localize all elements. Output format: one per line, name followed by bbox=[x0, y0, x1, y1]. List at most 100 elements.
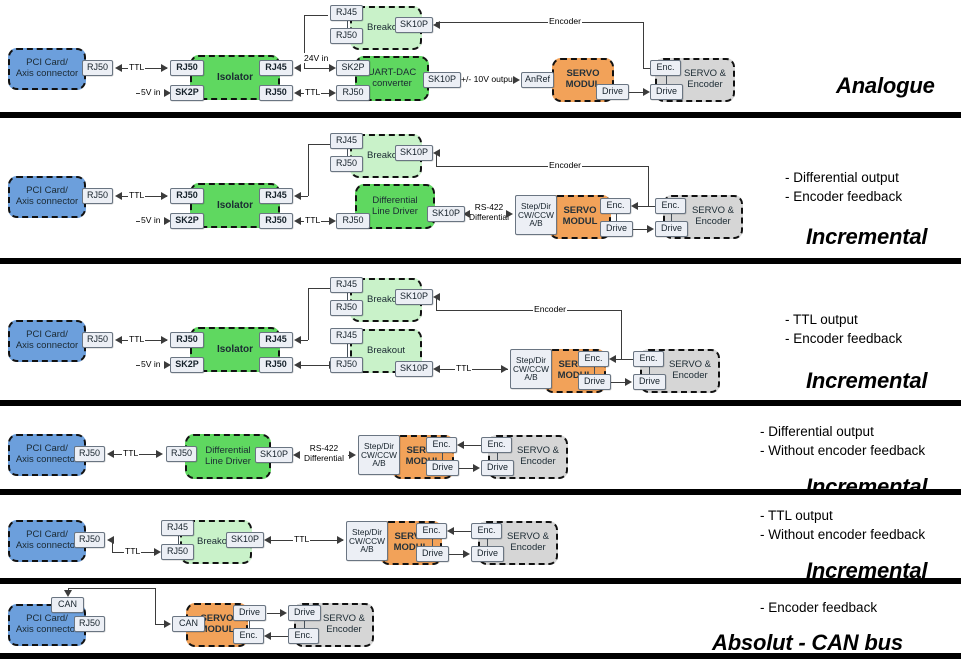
port-sk10p-ld-4[interactable]: SK10P bbox=[255, 447, 293, 463]
row-separator-5 bbox=[0, 578, 961, 584]
port-drive-motor-5[interactable]: Drive bbox=[471, 546, 504, 562]
port-drive-servo-5[interactable]: Drive bbox=[416, 546, 449, 562]
port-sk10p-breakout-5[interactable]: SK10P bbox=[226, 532, 264, 548]
pci-card-box-5[interactable]: PCI Card/ Axis connector bbox=[8, 520, 86, 562]
wire-encoder-vertical-3 bbox=[621, 310, 622, 359]
port-drive-motor-4[interactable]: Drive bbox=[481, 460, 514, 476]
port-enc-motor-3[interactable]: Enc. bbox=[633, 351, 664, 367]
port-drive-motor-1[interactable]: Drive bbox=[650, 84, 683, 100]
port-sk10p-breakout-3a[interactable]: SK10P bbox=[395, 289, 433, 305]
port-rj50-iso-out-3[interactable]: RJ50 bbox=[259, 357, 293, 373]
port-enc-servo-2[interactable]: Enc. bbox=[600, 198, 631, 214]
port-enc-servo-6[interactable]: Enc. bbox=[233, 628, 264, 644]
wire-label-ttl-3-1: TTL bbox=[128, 334, 146, 344]
pci-card-box-3[interactable]: PCI Card/ Axis connector bbox=[8, 320, 86, 362]
port-drive-servo-2[interactable]: Drive bbox=[600, 221, 633, 237]
servo-modul-line1-4: SERVO bbox=[406, 445, 440, 457]
port-sk10p-breakout-2[interactable]: SK10P bbox=[395, 145, 433, 161]
port-drive-servo-3[interactable]: Drive bbox=[578, 374, 611, 390]
stub-breakout-ports-3a bbox=[347, 292, 348, 301]
port-sk2p-iso-pwr-3[interactable]: SK2P bbox=[170, 357, 204, 373]
pci-card-box-2[interactable]: PCI Card/ Axis connector bbox=[8, 176, 86, 218]
port-enc-servo-5[interactable]: Enc. bbox=[416, 523, 447, 539]
servo-encoder-line2-6: Encoder bbox=[326, 624, 362, 635]
port-rj50-ld-4[interactable]: RJ50 bbox=[166, 446, 197, 462]
pci-card-line1-2: PCI Card/ bbox=[26, 185, 68, 197]
port-drive-servo-1[interactable]: Drive bbox=[596, 84, 629, 100]
port-rj50-iso-in-2[interactable]: RJ50 bbox=[170, 188, 204, 204]
arrowhead-right-isolator-2 bbox=[161, 192, 168, 200]
port-rj50-ld-2[interactable]: RJ50 bbox=[336, 213, 370, 229]
arrowhead-left-pci bbox=[115, 64, 122, 72]
port-rj50-pci-6[interactable]: RJ50 bbox=[74, 616, 105, 632]
port-anref[interactable]: AnRef bbox=[521, 72, 554, 88]
port-sk2p-uart[interactable]: SK2P bbox=[336, 60, 370, 76]
port-rj50-iso-out[interactable]: RJ50 bbox=[259, 85, 293, 101]
port-rj50-breakout-3a[interactable]: RJ50 bbox=[330, 300, 363, 316]
port-enc-motor-2[interactable]: Enc. bbox=[655, 198, 686, 214]
port-rj50-pci-5[interactable]: RJ50 bbox=[74, 532, 105, 548]
port-sk10p-uart-out[interactable]: SK10P bbox=[423, 72, 461, 88]
port-stepdir-2[interactable]: Step/Dir CW/CCW A/B bbox=[515, 195, 557, 235]
port-rj45-breakout-3a[interactable]: RJ45 bbox=[330, 277, 363, 293]
port-sk2p-iso-pwr-2[interactable]: SK2P bbox=[170, 213, 204, 229]
port-rj50-uart[interactable]: RJ50 bbox=[336, 85, 370, 101]
port-rj45-breakout-2[interactable]: RJ45 bbox=[330, 133, 363, 149]
arrowhead-drive-4 bbox=[473, 464, 480, 472]
port-rj45-iso-out-3[interactable]: RJ45 bbox=[259, 332, 293, 348]
arrowhead-rj45-iso-2 bbox=[294, 192, 301, 200]
port-rj50-breakout-5[interactable]: RJ50 bbox=[161, 544, 194, 560]
port-rj45-breakout-5[interactable]: RJ45 bbox=[161, 520, 194, 536]
arrowhead-sk10p-breakout-3 bbox=[433, 293, 440, 301]
wire-breakout-top-3 bbox=[308, 288, 330, 289]
port-enc-servo-3[interactable]: Enc. bbox=[578, 351, 609, 367]
wire-label-encoder-1: Encoder bbox=[548, 16, 583, 26]
port-can-pci[interactable]: CAN bbox=[51, 597, 84, 613]
port-rj50-iso-in[interactable]: RJ50 bbox=[170, 60, 204, 76]
port-drive-motor-2[interactable]: Drive bbox=[655, 221, 688, 237]
port-rj50-iso-out-2[interactable]: RJ50 bbox=[259, 213, 293, 229]
arrowhead-rj45-iso bbox=[294, 64, 301, 72]
port-sk10p-breakout-1[interactable]: SK10P bbox=[395, 17, 433, 33]
port-stepdir-5[interactable]: Step/Dir CW/CCW A/B bbox=[346, 521, 388, 561]
port-drive-motor-3[interactable]: Drive bbox=[633, 374, 666, 390]
port-rj45-iso-out-2[interactable]: RJ45 bbox=[259, 188, 293, 204]
port-enc-servo-4[interactable]: Enc. bbox=[426, 437, 457, 453]
port-stepdir-4[interactable]: Step/Dir CW/CCW A/B bbox=[358, 435, 400, 475]
port-rj50-pci[interactable]: RJ50 bbox=[82, 60, 113, 76]
port-rj50-breakout-1[interactable]: RJ50 bbox=[330, 28, 363, 44]
port-enc-motor-5[interactable]: Enc. bbox=[471, 523, 502, 539]
port-drive-servo-6[interactable]: Drive bbox=[233, 605, 266, 621]
port-rj50-breakout-3b[interactable]: RJ50 bbox=[330, 357, 363, 373]
wire-label-encoder-3: Encoder bbox=[533, 304, 568, 314]
wire-breakout-vertical-2 bbox=[308, 144, 309, 196]
port-rj50-pci-4[interactable]: RJ50 bbox=[74, 446, 105, 462]
wire-label-encoder-2: Encoder bbox=[548, 160, 583, 170]
port-drive-motor-6[interactable]: Drive bbox=[288, 605, 321, 621]
port-stepdir-3[interactable]: Step/Dir CW/CCW A/B bbox=[510, 349, 552, 389]
port-sk10p-breakout-3b[interactable]: SK10P bbox=[395, 361, 433, 377]
port-rj45-iso-out[interactable]: RJ45 bbox=[259, 60, 293, 76]
port-rj50-pci-2[interactable]: RJ50 bbox=[82, 188, 113, 204]
port-can-servo[interactable]: CAN bbox=[172, 616, 205, 632]
port-enc-motor-1[interactable]: Enc. bbox=[650, 60, 681, 76]
wire-encoder-horizontal-1 bbox=[436, 22, 644, 23]
port-enc-motor-6[interactable]: Enc. bbox=[288, 628, 319, 644]
pci-card-box[interactable]: PCI Card/ Axis connector bbox=[8, 48, 86, 90]
port-rj45-breakout-3b[interactable]: RJ45 bbox=[330, 328, 363, 344]
servo-encoder-line1-5: SERVO & bbox=[506, 531, 550, 543]
port-rj50-pci-3[interactable]: RJ50 bbox=[82, 332, 113, 348]
arrowhead-ld-rj50-2 bbox=[329, 217, 336, 225]
port-rj45-breakout-1[interactable]: RJ45 bbox=[330, 5, 363, 21]
arrowhead-ttl-left-3 bbox=[433, 365, 440, 373]
port-drive-servo-4[interactable]: Drive bbox=[426, 460, 459, 476]
arrowhead-5v-1 bbox=[164, 89, 171, 97]
pci-card-box-4[interactable]: PCI Card/ Axis connector bbox=[8, 434, 86, 476]
stepdir-line3-3: A/B bbox=[524, 372, 538, 383]
arrowhead-right-isolator bbox=[161, 64, 168, 72]
port-enc-motor-4[interactable]: Enc. bbox=[481, 437, 512, 453]
port-rj50-iso-in-3[interactable]: RJ50 bbox=[170, 332, 204, 348]
port-sk2p-iso-pwr[interactable]: SK2P bbox=[170, 85, 204, 101]
port-rj50-breakout-2[interactable]: RJ50 bbox=[330, 156, 363, 172]
port-sk10p-ld-2[interactable]: SK10P bbox=[427, 206, 465, 222]
